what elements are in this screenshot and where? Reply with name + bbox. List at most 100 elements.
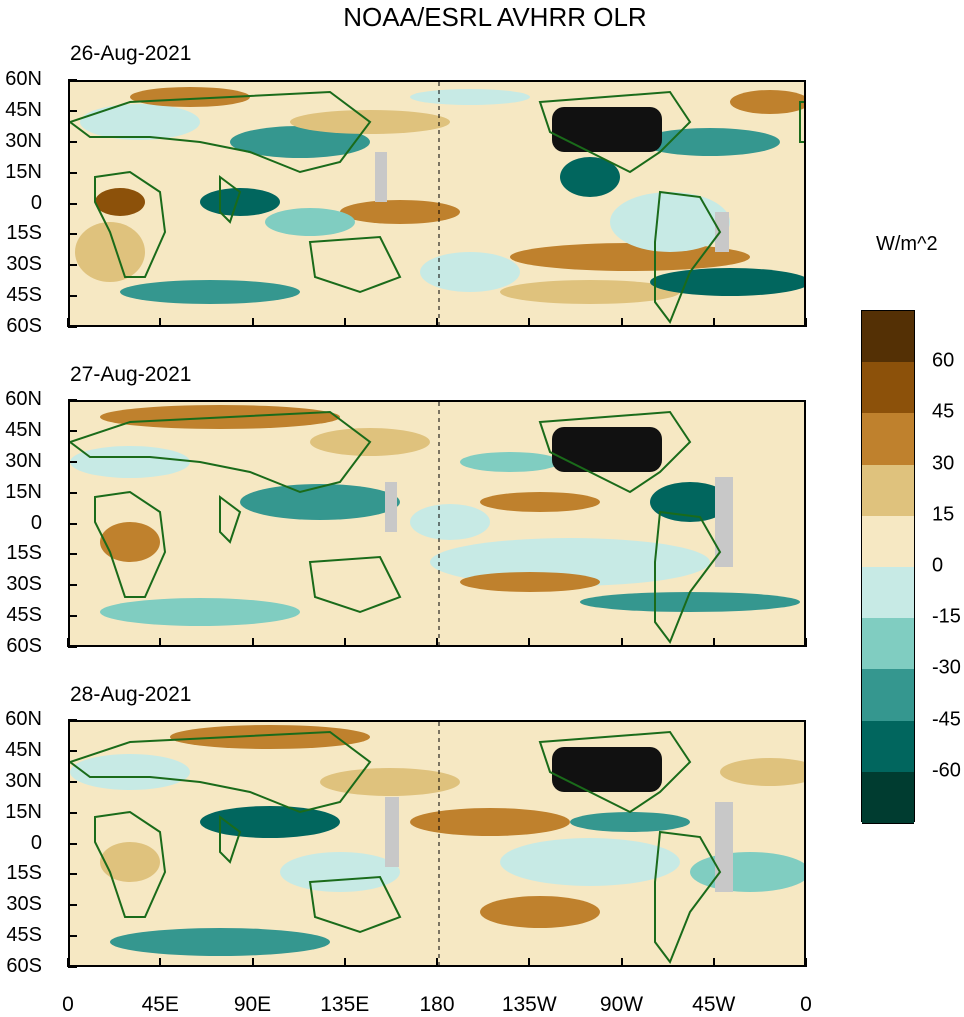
- lat-tick: [68, 842, 77, 845]
- lat-label: 15N: [5, 480, 42, 503]
- colorbar-label: -45: [932, 708, 961, 731]
- lat-tick: [68, 233, 77, 236]
- lon-label: 90E: [233, 993, 272, 1016]
- lat-tick: [68, 140, 77, 143]
- lon-label: 135W: [501, 993, 557, 1016]
- lat-label: 60S: [6, 955, 42, 977]
- colorbar-label: -15: [932, 605, 961, 628]
- lat-label: 15S: [6, 542, 42, 565]
- lon-tick: [620, 638, 623, 647]
- lon-tick: [805, 318, 807, 327]
- colorbar-swatch: [862, 464, 914, 518]
- lat-label: 0: [30, 511, 42, 534]
- lat-tick: [68, 79, 77, 81]
- map-title: NOAA/ESRL AVHRR OLR: [343, 2, 647, 32]
- lon-label: 180: [419, 993, 455, 1016]
- olr-field-1: [70, 82, 804, 325]
- lat-tick: [68, 264, 77, 267]
- lat-tick: [68, 811, 77, 814]
- panel-date-1: 26-Aug-2021: [70, 42, 192, 65]
- lat-tick: [68, 873, 77, 876]
- lon-label: 45E: [141, 993, 179, 1016]
- colorbar-swatch: [862, 515, 914, 569]
- lat-tick: [68, 719, 77, 721]
- lat-label: 15S: [6, 222, 42, 245]
- lat-tick: [68, 646, 77, 648]
- colorbar-swatch: [862, 413, 914, 467]
- lat-label: 30N: [5, 129, 42, 152]
- lon-tick: [159, 958, 162, 967]
- lat-label: 30N: [5, 769, 42, 792]
- lon-tick: [343, 958, 346, 967]
- lat-label: 60N: [5, 68, 42, 90]
- olr-field-3: [70, 722, 804, 965]
- lat-label: 60S: [6, 315, 42, 337]
- lat-label: 60S: [6, 635, 42, 657]
- colorbar-swatch: [862, 311, 914, 364]
- lat-tick: [68, 935, 77, 938]
- lon-tick: [159, 638, 162, 647]
- lat-tick: [68, 615, 77, 618]
- lat-tick: [68, 326, 77, 328]
- lat-tick: [68, 491, 77, 494]
- lon-tick: [528, 958, 531, 967]
- panel-date-2: 27-Aug-2021: [70, 363, 192, 386]
- lon-label: 0: [800, 993, 812, 1016]
- lon-tick: [528, 638, 531, 647]
- lat-label: 45N: [5, 418, 42, 441]
- lat-label: 0: [30, 191, 42, 214]
- lat-label: 45S: [6, 284, 42, 307]
- lat-label: 30S: [6, 573, 42, 596]
- lon-tick: [805, 638, 807, 647]
- lat-tick: [68, 522, 77, 525]
- colorbar-unit: W/m^2: [876, 233, 938, 255]
- lon-tick: [251, 958, 254, 967]
- lat-tick: [68, 553, 77, 556]
- panel-date-3: 28-Aug-2021: [70, 683, 192, 706]
- colorbar-label: -60: [932, 759, 961, 782]
- lon-tick: [436, 958, 438, 967]
- lat-label: 15N: [5, 160, 42, 183]
- lon-tick: [712, 638, 715, 647]
- lon-tick: [343, 638, 346, 647]
- lon-tick: [343, 318, 346, 327]
- lon-tick: [159, 318, 162, 327]
- lat-tick: [68, 399, 77, 401]
- lat-tick: [68, 904, 77, 907]
- lon-label: 90W: [599, 993, 644, 1016]
- colorbar-label: 30: [932, 452, 955, 475]
- lat-tick: [68, 109, 77, 112]
- lat-label: 45N: [5, 98, 42, 121]
- lon-tick: [67, 638, 69, 647]
- lat-label: 15S: [6, 862, 42, 885]
- lat-tick: [68, 171, 77, 174]
- colorbar-swatch: [862, 618, 914, 671]
- colorbar-swatch: [862, 669, 914, 723]
- map-panel-2: [68, 400, 806, 647]
- lon-tick: [251, 638, 254, 647]
- lon-tick: [805, 958, 807, 967]
- lat-label: 45S: [6, 924, 42, 947]
- colorbar-swatch: [862, 567, 914, 620]
- lon-tick: [712, 318, 715, 327]
- lon-label: 0: [62, 993, 74, 1016]
- colorbar-swatch: [862, 720, 914, 774]
- lon-tick: [67, 958, 69, 967]
- lat-label: 60N: [5, 708, 42, 730]
- lat-label: 45N: [5, 738, 42, 761]
- lat-label: 30S: [6, 253, 42, 276]
- colorbar-label: 0: [932, 554, 944, 577]
- lat-label: 0: [30, 831, 42, 854]
- colorbar-label: -30: [932, 656, 961, 679]
- lat-tick: [68, 429, 77, 432]
- lat-tick: [68, 202, 77, 205]
- lon-tick: [528, 318, 531, 327]
- lat-label: 45S: [6, 604, 42, 627]
- lon-tick: [436, 638, 438, 647]
- lat-tick: [68, 780, 77, 783]
- lon-tick: [67, 318, 69, 327]
- map-panel-3: [68, 720, 806, 967]
- colorbar-label: 15: [932, 503, 955, 526]
- colorbar-label: 60: [932, 349, 955, 372]
- lat-tick: [68, 584, 77, 587]
